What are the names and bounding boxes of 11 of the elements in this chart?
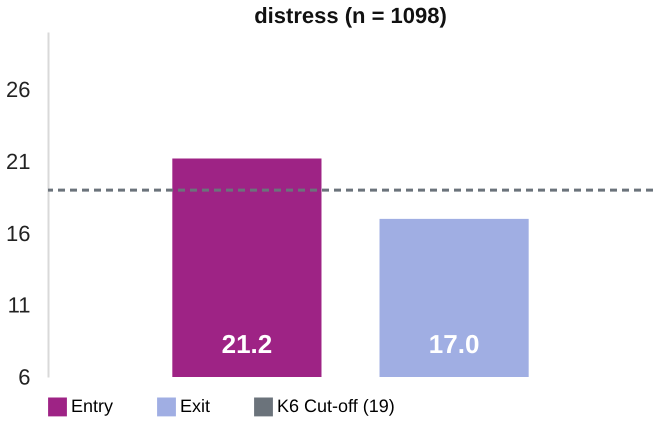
data-label: 21.2 — [222, 329, 272, 359]
y-tick-label: 6 — [18, 364, 30, 390]
legend-label: Entry — [71, 396, 114, 416]
legend-label: Exit — [180, 396, 210, 416]
y-tick-label: 11 — [8, 292, 30, 318]
y-tick-label: 16 — [6, 220, 30, 246]
y-tick-label: 26 — [6, 77, 30, 102]
chart-title: distress (n = 1098) — [254, 3, 447, 28]
data-label: 17.0 — [428, 329, 480, 359]
y-tick-label: 21 — [6, 148, 30, 174]
legend-label: K6 Cut-off (19) — [277, 396, 395, 416]
